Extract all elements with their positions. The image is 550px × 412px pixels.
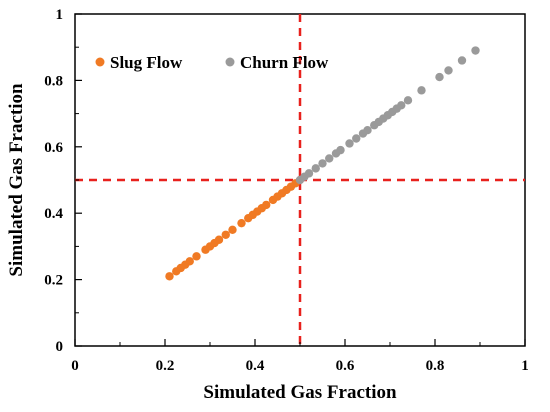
y-tick-label: 0.4 xyxy=(44,206,63,222)
y-tick-label: 0.2 xyxy=(44,273,63,289)
churn-flow-point xyxy=(417,86,426,95)
x-axis-title: Simulated Gas Fraction xyxy=(203,382,397,403)
churn-flow-point xyxy=(403,96,413,105)
legend-label-churn-flow: Churn Flow xyxy=(240,53,329,72)
y-tick-label: 0 xyxy=(56,339,64,355)
y-axis-title: Simulated Gas Fraction xyxy=(6,83,27,277)
churn-flow-point xyxy=(325,154,334,163)
churn-flow-point xyxy=(304,169,314,178)
slug-flow-point xyxy=(214,235,224,244)
churn-flow-point xyxy=(397,101,406,110)
x-tick-label: 0.6 xyxy=(336,358,355,374)
churn-flow-point xyxy=(457,56,467,65)
churn-flow-point xyxy=(444,66,453,75)
slug-flow-point xyxy=(192,252,201,261)
churn-flow-point xyxy=(435,72,444,82)
x-tick-label: 0.4 xyxy=(246,358,265,374)
churn-flow-point xyxy=(471,46,480,55)
slug-flow-point xyxy=(165,272,174,281)
slug-flow-point xyxy=(185,257,194,266)
slug-flow-point xyxy=(221,230,230,239)
y-tick-label: 0.8 xyxy=(44,73,63,89)
legend-marker-churn-flow xyxy=(225,57,235,67)
churn-flow-point xyxy=(318,159,327,168)
churn-flow-point xyxy=(363,126,372,135)
legend-marker-slug-flow xyxy=(95,57,105,67)
x-tick-label: 0.8 xyxy=(426,358,445,374)
y-tick-label: 1 xyxy=(56,7,64,23)
x-tick-label: 0 xyxy=(71,358,79,374)
slug-flow-point xyxy=(237,218,246,228)
legend-label-slug-flow: Slug Flow xyxy=(110,53,183,72)
x-tick-label: 1 xyxy=(521,358,529,374)
churn-flow-point xyxy=(345,139,354,148)
churn-flow-point xyxy=(336,145,345,155)
slug-flow-point xyxy=(228,225,237,234)
x-tick-label: 0.2 xyxy=(156,358,175,374)
slug-flow-point xyxy=(262,200,271,210)
churn-flow-point xyxy=(352,134,361,143)
y-tick-label: 0.6 xyxy=(44,140,63,156)
churn-flow-point xyxy=(311,164,320,173)
